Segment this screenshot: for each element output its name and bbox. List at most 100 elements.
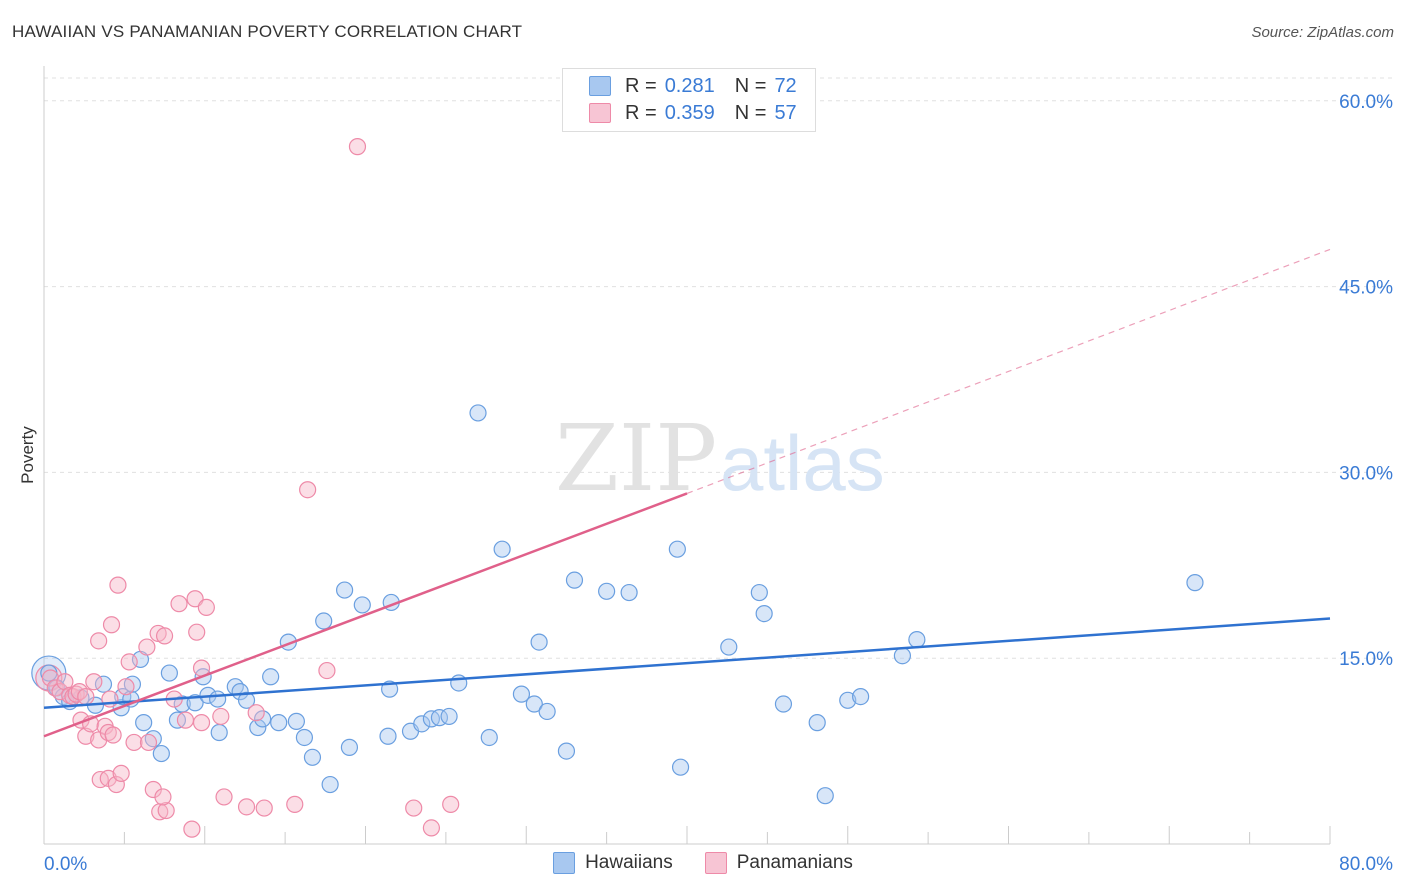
panamanians-swatch bbox=[589, 103, 611, 123]
y-tick-label: 30.0% bbox=[1339, 463, 1393, 484]
hawaiians-trend-line bbox=[43, 617, 1331, 709]
hawaiians-point bbox=[668, 540, 686, 558]
panamanians-point bbox=[120, 653, 138, 671]
hawaiians-point bbox=[755, 604, 773, 623]
panamanians-point bbox=[212, 707, 230, 726]
hawaiians-point bbox=[249, 718, 267, 737]
panamanians-point bbox=[299, 481, 317, 499]
axes bbox=[43, 66, 1331, 845]
panamanians-point bbox=[237, 798, 256, 816]
hawaiians-point bbox=[557, 742, 576, 760]
n-value: 57 bbox=[774, 101, 797, 124]
legend-row-panamanians: R = 0.359 N = 57 bbox=[563, 100, 797, 126]
panamanians-point bbox=[125, 733, 143, 752]
hawaiians-point bbox=[413, 715, 431, 733]
panamanians-point bbox=[405, 799, 423, 817]
panamanians-point bbox=[170, 595, 188, 613]
grid-lines bbox=[44, 77, 1392, 659]
hawaiians-point bbox=[565, 571, 584, 589]
source-credit: Source: ZipAtlas.com bbox=[1251, 24, 1394, 41]
tick-labels: 15.0% 30.0% 45.0% 60.0% 0.0% 80.0% bbox=[44, 92, 1393, 875]
hawaiians-point bbox=[480, 728, 498, 747]
panamanians-point bbox=[117, 678, 135, 696]
hawaiians-point bbox=[512, 685, 531, 703]
watermark: ZIP atlas bbox=[555, 405, 885, 512]
legend-label-panamanians: Panamanians bbox=[736, 852, 853, 873]
r-value: 0.281 bbox=[664, 74, 715, 97]
chart-title: HAWAIIAN VS PANAMANIAN POVERTY CORRELATI… bbox=[12, 22, 523, 41]
x-tick-label-max: 80.0% bbox=[1339, 854, 1393, 875]
panamanians-point bbox=[85, 673, 103, 691]
hawaiians-point bbox=[210, 723, 228, 742]
hawaiians-point bbox=[254, 710, 272, 728]
hawaiians-point bbox=[440, 707, 458, 726]
r-value: 0.359 bbox=[664, 101, 715, 124]
panamanians-point bbox=[138, 638, 156, 656]
hawaiians-point bbox=[671, 758, 690, 776]
hawaiians-point bbox=[287, 712, 305, 730]
hawaiians-point bbox=[237, 691, 256, 709]
hawaiians-point bbox=[774, 695, 793, 713]
hawaiians-point bbox=[750, 583, 768, 602]
hawaiians-point bbox=[538, 702, 556, 721]
series-legend: Hawaiians Panamanians bbox=[0, 852, 1406, 874]
panamanians-point bbox=[422, 819, 441, 837]
n-label: N = bbox=[734, 74, 767, 97]
watermark-zip: ZIP bbox=[555, 405, 717, 512]
hawaiians-point bbox=[262, 668, 280, 686]
hawaiians-swatch bbox=[589, 76, 611, 96]
n-label: N = bbox=[734, 101, 767, 124]
n-value: 72 bbox=[774, 74, 797, 97]
hawaiians-point bbox=[321, 775, 339, 794]
hawaiians-swatch bbox=[553, 852, 576, 874]
hawaiians-point bbox=[469, 404, 487, 422]
hawaiians-point bbox=[303, 748, 322, 766]
panamanians-point bbox=[255, 799, 273, 817]
panamanians-point bbox=[139, 733, 158, 752]
trend-lines bbox=[43, 248, 1331, 738]
hawaiians-point bbox=[295, 728, 314, 747]
panamanians-trend-line bbox=[43, 492, 688, 738]
hawaiians-point bbox=[336, 581, 354, 599]
panamanians-point bbox=[109, 576, 127, 594]
hawaiians-point bbox=[525, 695, 543, 713]
hawaiians-point bbox=[315, 612, 333, 630]
panamanians-point bbox=[176, 711, 195, 729]
hawaiians-point bbox=[353, 596, 371, 614]
hawaiians-point bbox=[816, 787, 834, 805]
hawaiians-point bbox=[379, 727, 397, 745]
hawaiians-point bbox=[808, 714, 826, 732]
panamanians-point bbox=[442, 795, 460, 813]
legend-item-hawaiians[interactable]: Hawaiians bbox=[553, 852, 673, 874]
x-tick-label-min: 0.0% bbox=[44, 854, 87, 875]
data-points bbox=[31, 138, 1204, 838]
panamanians-point bbox=[90, 632, 108, 650]
hawaiians-point bbox=[340, 738, 359, 756]
panamanians-point bbox=[188, 623, 206, 641]
watermark-atlas: atlas bbox=[720, 419, 885, 507]
panamanians-point bbox=[154, 788, 172, 806]
panamanians-point bbox=[155, 627, 174, 645]
hawaiians-point bbox=[598, 582, 616, 600]
hawaiians-point bbox=[1186, 574, 1204, 592]
hawaiians-point bbox=[530, 633, 548, 651]
hawaiians-point bbox=[620, 583, 638, 602]
panamanians-point bbox=[197, 598, 215, 617]
panamanians-point bbox=[215, 788, 233, 806]
panamanians-trend-extension bbox=[686, 248, 1331, 495]
r-label: R = bbox=[625, 101, 657, 124]
hawaiians-point bbox=[270, 714, 288, 732]
panamanians-point bbox=[112, 764, 130, 782]
hawaiians-point bbox=[852, 687, 870, 706]
panamanians-point bbox=[107, 775, 125, 794]
r-label: R = bbox=[625, 74, 657, 97]
hawaiians-point bbox=[839, 691, 857, 709]
hawaiians-point bbox=[493, 540, 511, 558]
legend-item-panamanians[interactable]: Panamanians bbox=[704, 852, 853, 874]
panamanians-point bbox=[102, 616, 121, 634]
hawaiians-point bbox=[720, 638, 738, 656]
legend-row-hawaiians: R = 0.281 N = 72 bbox=[563, 73, 797, 99]
y-tick-label: 45.0% bbox=[1339, 278, 1393, 299]
hawaiians-point bbox=[160, 664, 178, 682]
